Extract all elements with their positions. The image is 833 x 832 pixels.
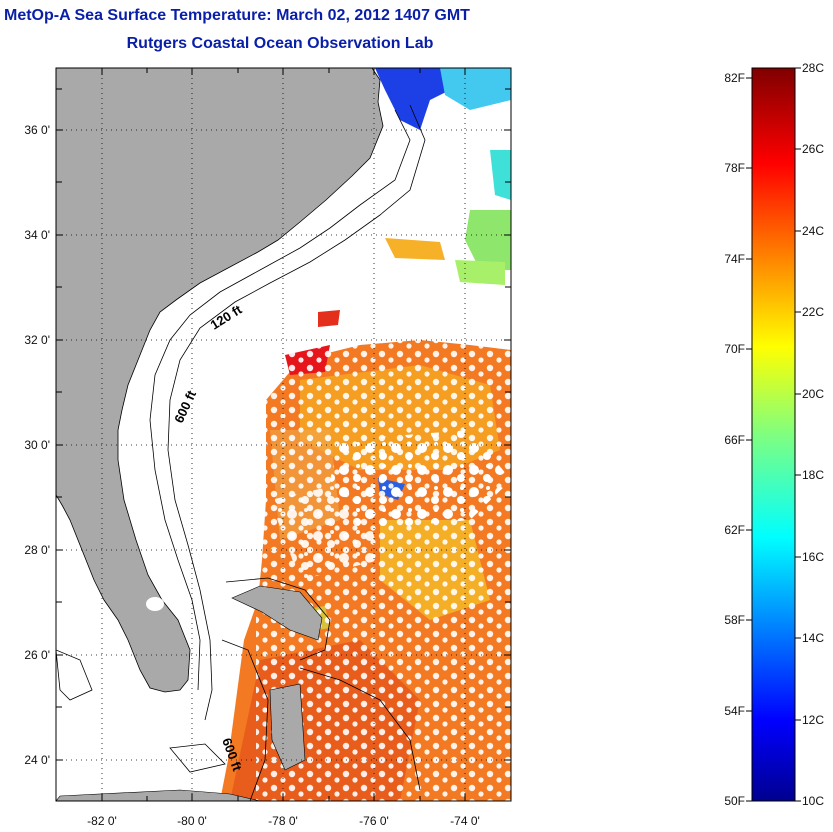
colorbar-c-label: 18C (802, 468, 824, 482)
lat-tick-label: 34 0' (24, 228, 50, 242)
colorbar-f-label: 50F (724, 794, 745, 808)
axis-ticks (56, 68, 511, 801)
colorbar-c-label: 24C (802, 224, 824, 238)
colorbar-c-label: 12C (802, 713, 824, 727)
lon-tick-label: -76 0' (359, 814, 389, 828)
lon-tick-label: -82 0' (87, 814, 117, 828)
lat-tick-label: 28 0' (24, 543, 50, 557)
map-plot-area: 120 ft 600 ft 600 ft (56, 68, 511, 801)
colorbar-c-label: 16C (802, 550, 824, 564)
sst-northern-patches (318, 68, 511, 327)
lat-tick-label: 30 0' (24, 438, 50, 452)
colorbar-f-label: 66F (724, 433, 745, 447)
colorbar-f-label: 82F (724, 71, 745, 85)
colorbar-c-label: 10C (802, 794, 824, 808)
lat-tick-label: 36 0' (24, 123, 50, 137)
land-mass (56, 68, 384, 801)
colorbar-f-label: 74F (724, 252, 745, 266)
colorbar-c-label: 28C (802, 61, 824, 75)
map-title: MetOp-A Sea Surface Temperature: March 0… (4, 7, 470, 24)
lat-tick-label: 26 0' (24, 648, 50, 662)
lon-tick-label: -78 0' (268, 814, 298, 828)
colorbar-f-label: 70F (724, 342, 745, 356)
map-grid (56, 68, 511, 801)
lon-tick-label: -80 0' (177, 814, 207, 828)
colorbar-gradient (751, 67, 796, 802)
lat-tick-label: 24 0' (24, 753, 50, 767)
colorbar-c-label: 26C (802, 142, 824, 156)
colorbar-f-label: 54F (724, 704, 745, 718)
colorbar-f-label: 62F (724, 523, 745, 537)
bathymetry-contours (56, 104, 426, 801)
lon-tick-label: -74 0' (450, 814, 480, 828)
sst-swath (220, 68, 511, 801)
colorbar-f-label: 58F (724, 613, 745, 627)
colorbar-f-label: 78F (724, 161, 745, 175)
colorbar-c-label: 14C (802, 631, 824, 645)
map-subtitle: Rutgers Coastal Ocean Observation Lab (126, 35, 434, 52)
colorbar-c-label: 22C (802, 305, 824, 319)
lat-tick-label: 32 0' (24, 333, 50, 347)
colorbar-c-label: 20C (802, 387, 824, 401)
colorbar: 82F 78F 74F 70F 66F 62F 58F 54F 50F 28C … (724, 61, 824, 808)
